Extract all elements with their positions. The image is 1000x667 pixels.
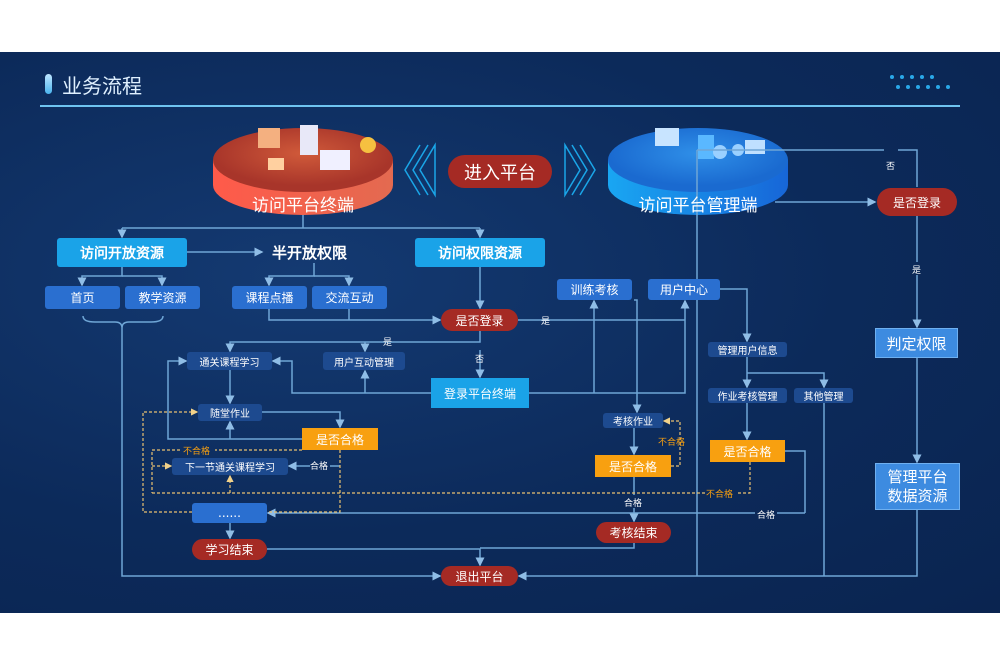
no-label: 否 (475, 355, 485, 365)
page-title: 业务流程 (62, 74, 142, 98)
left-chevrons (404, 142, 436, 198)
solid-flow-lines (77, 149, 917, 581)
homework-exam-mgmt-node[interactable]: 作业考核管理 (708, 388, 787, 403)
training-exam-node[interactable]: 训练考核 (557, 279, 632, 300)
homework-node[interactable]: 随堂作业 (198, 404, 262, 421)
teaching-resources-node[interactable]: 教学资源 (125, 286, 200, 309)
study-end-node[interactable]: 学习结束 (192, 539, 267, 560)
terminal-disc-graphic (213, 125, 393, 215)
pass-label: 合格 (310, 462, 329, 472)
business-flow-diagram: 业务流程 访问平台终端 进入平台 访问平台管理端 访问开放资源 半开放权限 访问… (0, 52, 1000, 613)
no-label: 否 (886, 162, 896, 172)
other-mgmt-node[interactable]: 其他管理 (794, 388, 853, 403)
course-vod-node[interactable]: 课程点播 (232, 286, 307, 309)
auth-resources-node[interactable]: 访问权限资源 (415, 238, 545, 267)
fail-label: 不合格 (658, 438, 686, 448)
admin-data-resources-node[interactable]: 管理平台 数据资源 (875, 463, 960, 510)
header-dots (890, 75, 950, 89)
next-course-node[interactable]: 下一节通关课程学习 (172, 458, 288, 475)
determine-permission-node[interactable]: 判定权限 (875, 328, 958, 358)
semi-open-permission-label: 半开放权限 (272, 244, 348, 262)
admin-label: 访问平台管理端 (638, 196, 758, 216)
user-center-node[interactable]: 用户中心 (648, 279, 720, 300)
exam-work-node[interactable]: 考核作业 (603, 413, 663, 428)
admin-login-check-decision[interactable]: 是否登录 (877, 188, 957, 216)
yes-label: 是 (541, 317, 551, 327)
exit-platform-node[interactable]: 退出平台 (441, 566, 518, 586)
admin-data-line2: 数据资源 (887, 486, 948, 505)
pass-check-decision[interactable]: 是否合格 (302, 428, 378, 450)
connector-lines (40, 75, 960, 581)
home-node[interactable]: 首页 (45, 286, 120, 309)
communication-node[interactable]: 交流互动 (312, 286, 387, 309)
open-resources-node[interactable]: 访问开放资源 (57, 238, 187, 267)
login-terminal-node[interactable]: 登录平台终端 (431, 378, 529, 408)
admin-pass-decision[interactable]: 是否合格 (710, 440, 785, 462)
manage-user-info-node[interactable]: 管理用户信息 (708, 342, 787, 357)
title-pill-icon (45, 74, 52, 94)
fail-label: 不合格 (706, 490, 734, 500)
yes-label: 是 (912, 266, 922, 276)
login-check-decision[interactable]: 是否登录 (441, 309, 518, 331)
terminal-label: 访问平台终端 (252, 196, 354, 216)
user-interaction-node[interactable]: 用户互动管理 (323, 352, 405, 370)
course-study-node[interactable]: 通关课程学习 (187, 352, 272, 370)
pass-label: 合格 (624, 499, 643, 509)
yes-label: 是 (383, 338, 393, 348)
admin-data-line1: 管理平台 (887, 467, 948, 486)
right-chevrons (564, 142, 596, 198)
more-steps-node[interactable]: ...... (192, 503, 267, 523)
dashed-fail-lines (142, 408, 751, 513)
exam-end-node[interactable]: 考核结束 (596, 522, 671, 543)
admin-disc-graphic (608, 128, 788, 215)
enter-platform-button[interactable]: 进入平台 (448, 155, 552, 188)
exam-pass-decision[interactable]: 是否合格 (595, 455, 671, 477)
fail-label: 不合格 (183, 447, 211, 457)
pass-label: 合格 (757, 511, 776, 521)
